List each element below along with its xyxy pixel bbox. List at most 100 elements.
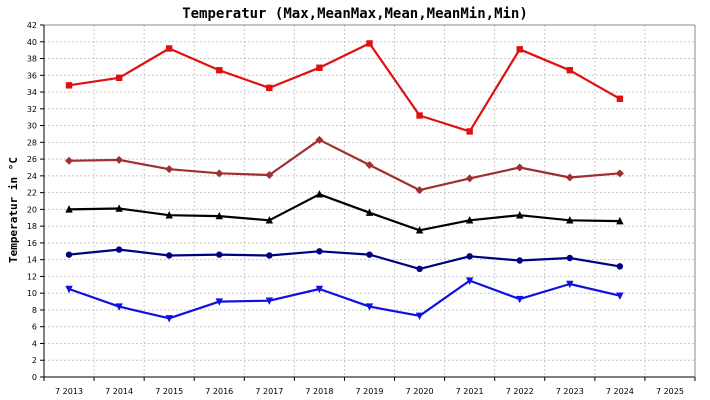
- x-tick-label: 7 2024: [606, 387, 634, 396]
- data-point: [516, 211, 524, 219]
- series-group: [65, 40, 624, 323]
- data-point: [315, 135, 324, 144]
- x-tick-label: 7 2020: [406, 387, 434, 396]
- data-point: [316, 248, 323, 255]
- data-point: [366, 40, 373, 47]
- series-1: [65, 135, 624, 195]
- y-tick-label: 36: [27, 71, 37, 80]
- x-tick-label: 7 2015: [155, 387, 183, 396]
- data-point: [566, 67, 574, 74]
- y-tick-label: 28: [27, 138, 37, 147]
- y-tick-label: 30: [27, 122, 37, 131]
- data-point: [415, 186, 424, 195]
- data-point: [516, 46, 523, 53]
- data-point: [215, 211, 223, 220]
- series-line: [68, 42, 621, 133]
- y-tick-label: 42: [27, 21, 37, 30]
- data-point: [215, 169, 224, 178]
- data-point: [365, 303, 374, 311]
- data-point: [65, 205, 73, 213]
- data-point: [516, 295, 524, 304]
- data-point: [165, 315, 173, 323]
- y-axis-label: Temperatur in °C: [7, 157, 20, 263]
- data-point: [615, 169, 624, 178]
- data-point: [165, 45, 173, 52]
- data-point: [165, 165, 174, 174]
- x-tick-label: 7 2022: [506, 387, 534, 396]
- data-point: [566, 280, 574, 289]
- data-point: [315, 190, 324, 198]
- y-tick-label: 24: [27, 172, 37, 181]
- data-point: [265, 297, 274, 305]
- data-point: [216, 67, 223, 74]
- y-tick-label: 4: [32, 339, 37, 348]
- data-point: [515, 163, 524, 172]
- data-point: [115, 74, 123, 81]
- y-tick-label: 2: [32, 356, 37, 365]
- x-tick-label: 7 2019: [356, 387, 384, 396]
- x-tick-label: 7 2018: [305, 387, 333, 396]
- series-3: [65, 246, 624, 273]
- x-ticks: 7 2013 7 2014 7 2015 7 2016 7 2017 7 2018 7 20…: [43, 377, 696, 396]
- y-tick-label: 22: [27, 189, 37, 198]
- y-tick-label: 6: [32, 323, 37, 332]
- series-line: [68, 279, 621, 320]
- data-point: [416, 265, 423, 273]
- data-point: [365, 208, 374, 216]
- data-point: [465, 174, 474, 183]
- data-point: [416, 112, 423, 119]
- data-point: [165, 211, 173, 219]
- data-point: [366, 251, 373, 258]
- series-line: [68, 193, 620, 232]
- data-point: [65, 285, 73, 294]
- data-point: [115, 303, 123, 311]
- y-tick-label: 16: [27, 239, 37, 248]
- data-point: [616, 216, 624, 225]
- y-tick-label: 32: [27, 105, 37, 114]
- x-tick-label: 7 2013: [55, 387, 83, 396]
- data-point: [465, 216, 474, 224]
- y-tick-label: 12: [27, 272, 37, 281]
- data-point: [365, 160, 374, 169]
- y-tick-label: 34: [27, 88, 37, 97]
- y-tick-label: 26: [27, 155, 37, 164]
- y-tick-label: 18: [27, 222, 37, 231]
- y-tick-label: 38: [27, 55, 37, 64]
- series-0: [65, 40, 624, 135]
- series-4: [65, 277, 624, 323]
- data-point: [165, 252, 173, 259]
- data-point: [315, 285, 324, 294]
- y-tick-label: 14: [27, 256, 37, 265]
- data-point: [466, 128, 473, 135]
- data-point: [115, 246, 123, 253]
- data-point: [465, 277, 474, 285]
- data-point: [616, 95, 624, 102]
- x-tick-label: 7 2025: [656, 387, 684, 396]
- series-line: [68, 248, 621, 270]
- data-point: [616, 263, 624, 270]
- data-point: [566, 254, 574, 262]
- x-tick-label: 7 2016: [205, 387, 233, 396]
- data-point: [115, 204, 123, 212]
- data-point: [65, 156, 74, 165]
- grid-lines: [44, 24, 695, 377]
- data-point: [115, 155, 124, 164]
- series-2: [65, 190, 624, 234]
- data-point: [266, 84, 273, 92]
- data-point: [516, 257, 523, 264]
- data-point: [316, 64, 323, 71]
- y-tick-label: 40: [27, 38, 37, 47]
- data-point: [265, 216, 274, 224]
- x-tick-label: 7 2014: [105, 387, 133, 396]
- y-tick-label: 0: [32, 373, 37, 382]
- data-point: [616, 292, 624, 300]
- data-point: [565, 173, 574, 182]
- data-point: [415, 226, 424, 234]
- y-tick-label: 20: [27, 205, 37, 214]
- data-point: [266, 252, 273, 259]
- data-point: [65, 82, 73, 89]
- x-tick-label: 7 2023: [556, 387, 584, 396]
- axes: [43, 24, 696, 378]
